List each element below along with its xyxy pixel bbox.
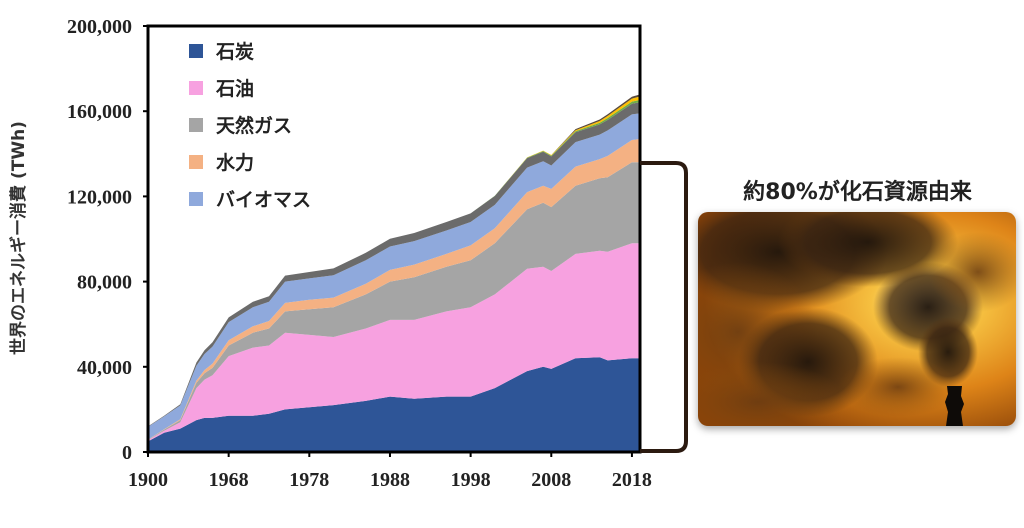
annotation-bracket [640,161,688,453]
x-tick-label: 1988 [370,469,410,491]
area-series-3 [148,138,640,440]
legend-label: 水力 [216,151,254,174]
y-tick-label: 120,000 [67,186,132,208]
chimney [945,386,964,426]
smoke-plume [698,212,1016,426]
legend-swatch [189,192,203,206]
x-tick-label: 1900 [128,469,168,491]
stacked-areas [148,94,640,452]
area-series-0 [148,357,640,452]
x-tick-label: 1978 [289,469,329,491]
legend-label: 石炭 [215,41,254,63]
x-tick-label: 1998 [451,469,491,491]
fossil-share-annotation: 約80%が化石資源由来 [743,180,972,205]
y-tick-label: 200,000 [67,16,132,38]
y-axis-label: 世界のエネルギー消費 (TWh) [8,121,29,355]
smokestack-photo [698,212,1016,426]
x-tick-label: 2018 [612,469,652,491]
plot-frame [146,24,642,454]
legend-label: 天然ガス [216,114,292,137]
y-tick-label: 40,000 [77,357,132,379]
area-series-1 [148,243,640,442]
legend-swatch [189,155,203,169]
legend-swatch [189,44,203,58]
area-series-4 [148,113,640,440]
x-axis-ticks: 1900 1968 1978 1988 1998 2008 2018 [128,452,652,491]
area-extra-series-5 [148,102,640,427]
legend-label: バイオマス [216,189,311,211]
area-series-2 [148,162,640,441]
y-axis-ticks: 0 40,000 80,000 120,000 160,000 200,000 [67,16,148,464]
y-tick-label: 160,000 [67,101,132,123]
legend-swatch [189,118,203,132]
y-tick-label: 80,000 [77,272,132,294]
x-tick-label: 2008 [531,469,571,491]
x-tick-label: 1968 [209,469,249,491]
y-tick-label: 0 [122,442,132,464]
legend-label: 石油 [215,78,254,100]
legend-swatch [189,81,203,95]
